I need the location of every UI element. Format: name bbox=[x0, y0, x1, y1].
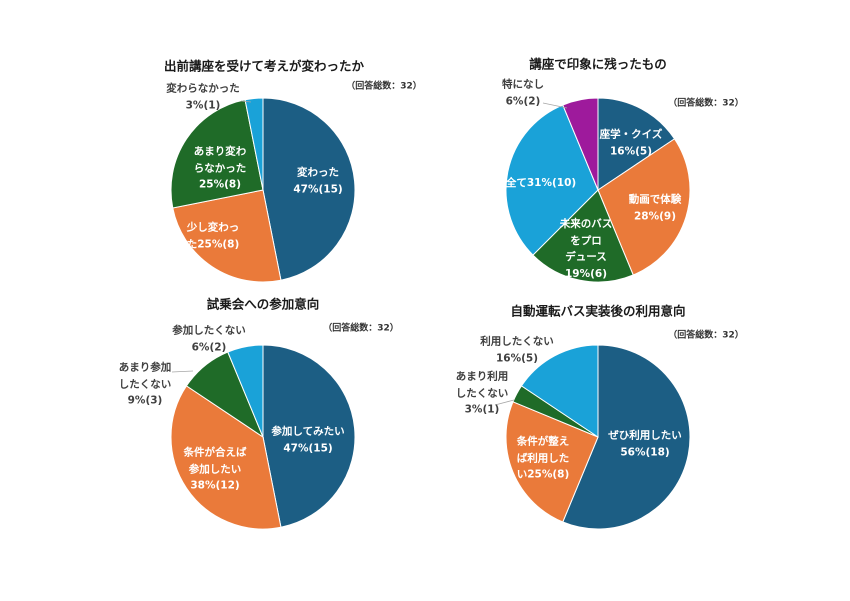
pie-slice bbox=[532, 189, 634, 283]
respondent-count-note: （回答総数：32） bbox=[668, 330, 744, 341]
respondent-count-note: （回答総数：32） bbox=[323, 323, 399, 334]
slice-label: 動画で体験 28%(9) bbox=[628, 193, 682, 223]
pie-slice bbox=[262, 97, 356, 281]
slice-label: あまり利用 したくない 3%(1) bbox=[455, 370, 509, 416]
pie-chart-opinion-change bbox=[170, 97, 356, 283]
slice-label: 利用したくない 16%(5) bbox=[480, 335, 554, 365]
slice-label: あまり変わ らなかった 25%(8) bbox=[193, 145, 247, 191]
chart-title: 自動運転バス実装後の利用意向 bbox=[510, 303, 686, 319]
leader-line bbox=[171, 370, 194, 373]
respondent-count-note: （回答総数：32） bbox=[346, 81, 422, 92]
pie-chart-memorable-content bbox=[505, 97, 691, 283]
pie-chart-usage-intent bbox=[505, 344, 691, 530]
slice-label: 参加してみたい 47%(15) bbox=[271, 425, 345, 455]
slice-label: 未来のバス をプロ デュース 19%(6) bbox=[559, 218, 613, 280]
slice-label: 変わらなかった 3%(1) bbox=[166, 82, 240, 112]
slice-label: 条件が整え ば利用した い25%(8) bbox=[516, 435, 570, 481]
slice-label: 座学・クイズ 16%(5) bbox=[599, 128, 663, 158]
slice-label: ぜひ利用したい 56%(18) bbox=[608, 429, 682, 459]
slice-label: 参加したくない 6%(2) bbox=[172, 324, 246, 354]
leader-line bbox=[542, 102, 568, 109]
pie-slice bbox=[520, 344, 599, 438]
pie-slice bbox=[262, 344, 356, 528]
slice-label: 変わった 47%(15) bbox=[293, 166, 343, 196]
pie-slice bbox=[562, 97, 599, 191]
pie-chart-test-ride-intent bbox=[170, 344, 356, 530]
pie-slice bbox=[597, 97, 676, 191]
chart-title: 試乗会への参加意向 bbox=[206, 296, 320, 312]
chart-title: 講座で印象に残ったもの bbox=[529, 56, 667, 72]
pie-slice bbox=[227, 344, 264, 438]
pie-slice bbox=[170, 385, 282, 530]
pie-slice bbox=[562, 344, 691, 530]
slice-label: あまり参加 したくない 9%(3) bbox=[118, 361, 172, 407]
slice-label: 条件が合えば 参加したい 38%(12) bbox=[183, 446, 247, 492]
leader-line bbox=[494, 399, 515, 406]
pie-slice bbox=[505, 401, 599, 523]
respondent-count-note: （回答総数：32） bbox=[668, 98, 744, 109]
pie-slice bbox=[597, 138, 691, 276]
pie-slice bbox=[244, 97, 264, 191]
pie-slice bbox=[172, 189, 282, 283]
chart-title: 出前講座を受けて考えが変わったか bbox=[163, 58, 365, 74]
leader-line bbox=[240, 100, 252, 103]
slice-label: 全て31%(10) bbox=[505, 176, 577, 189]
pie-slice bbox=[505, 104, 599, 256]
pie-slice bbox=[170, 99, 264, 209]
slice-label: 特になし 6%(2) bbox=[502, 78, 544, 108]
slice-label: 少し変わっ た25%(8) bbox=[186, 221, 240, 251]
